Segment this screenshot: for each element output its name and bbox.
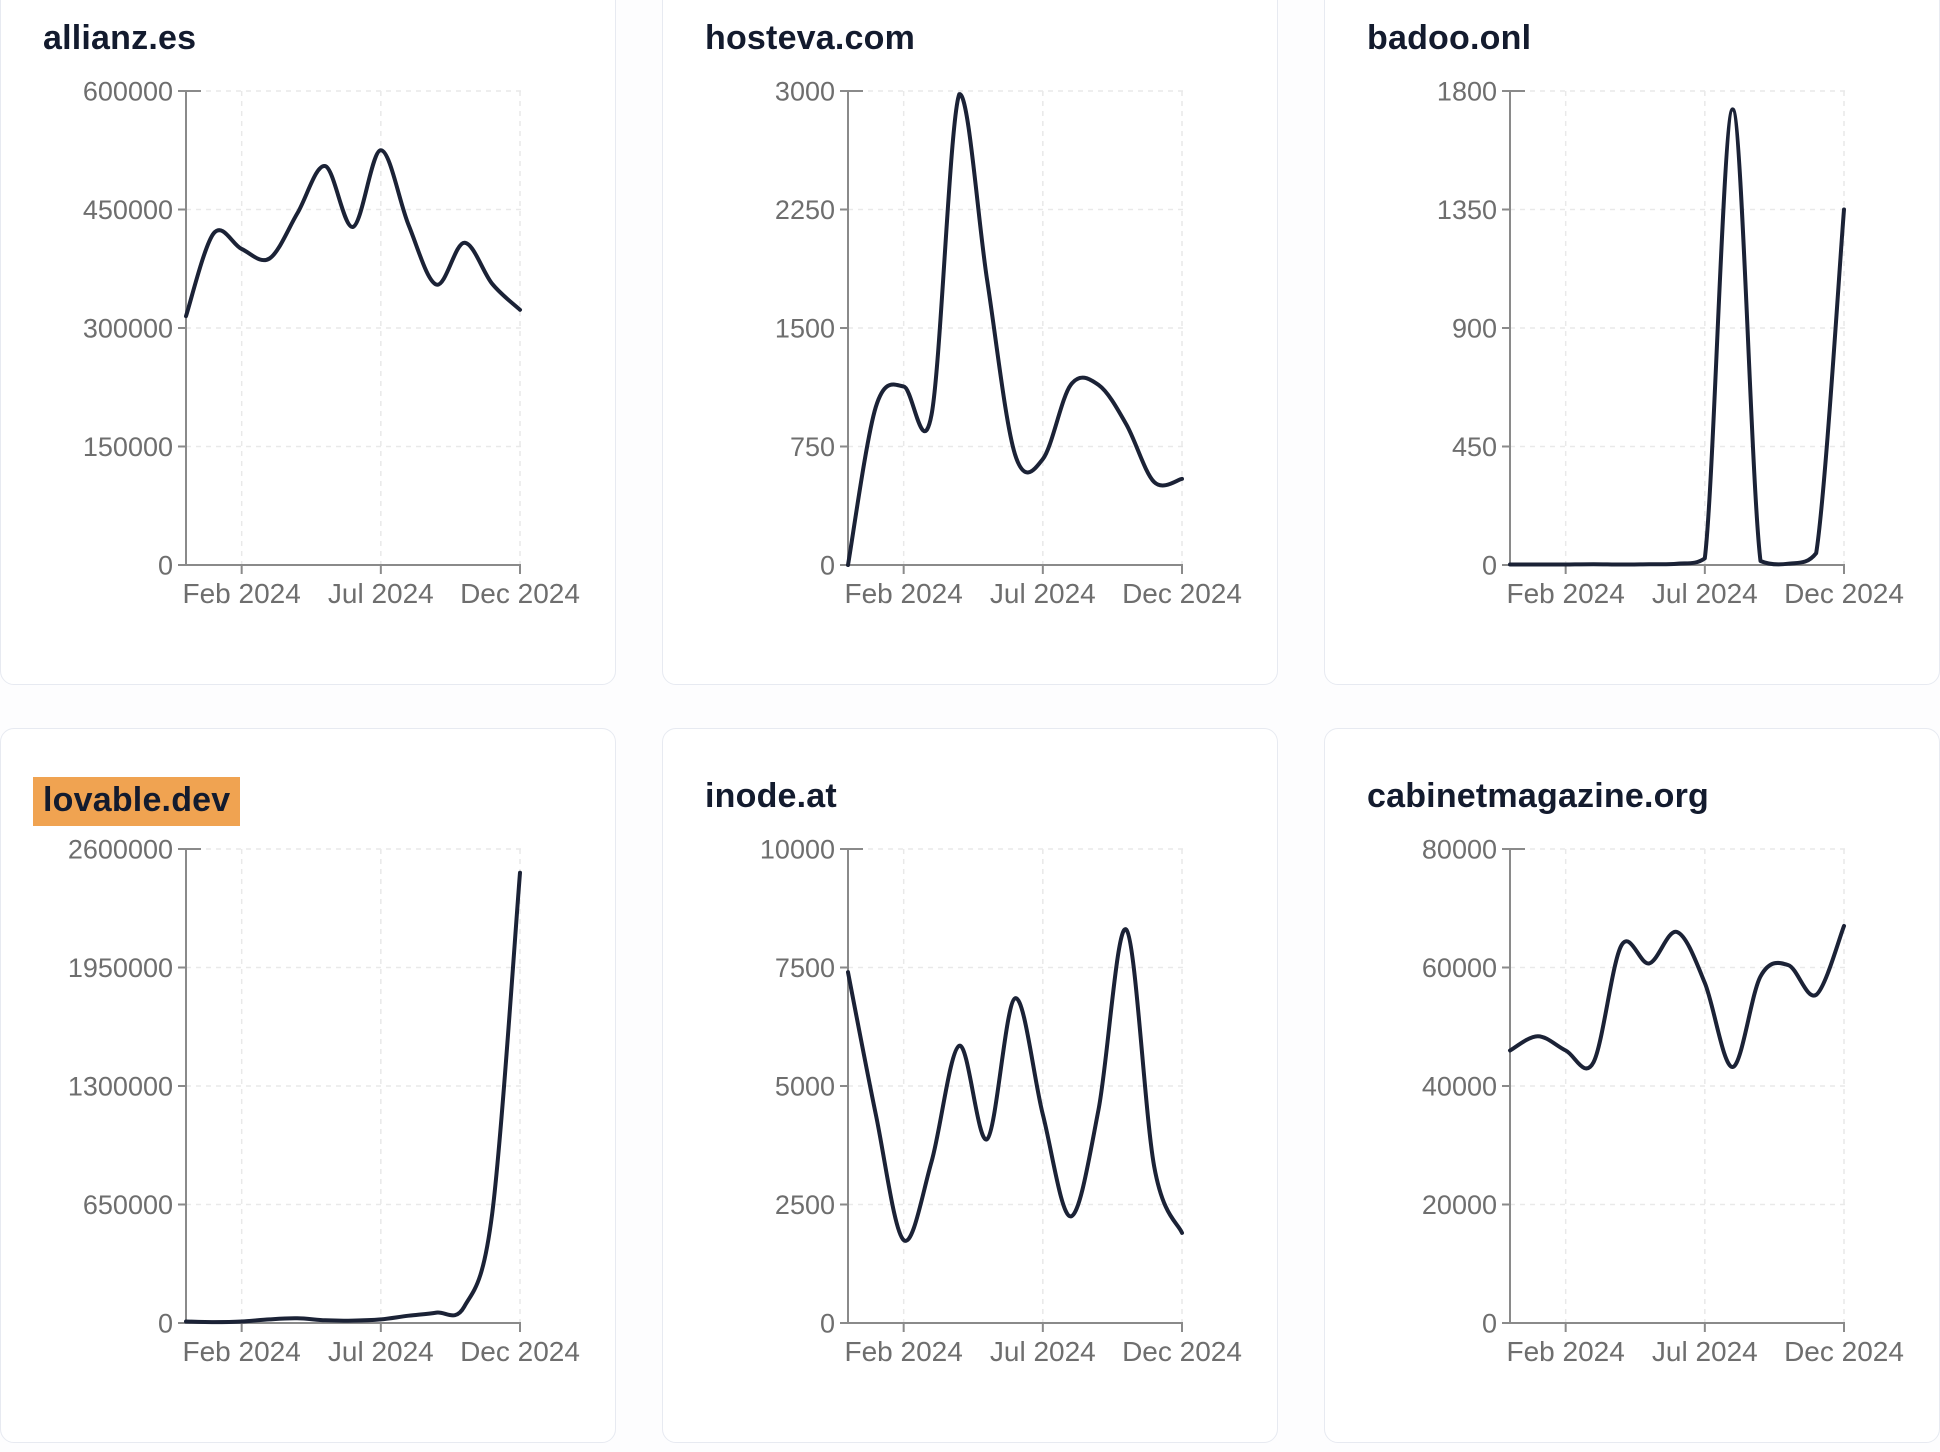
chart-card: inode.at 0 2500 5000 7500 10000 Feb 2024 Jul 2…: [662, 728, 1278, 1443]
x-tick-label: Dec 2024: [1122, 578, 1242, 609]
chart-title-row: hosteva.com: [705, 19, 915, 58]
chart-card: cabinetmagazine.org 0 20000 40000 60000 8000…: [1324, 728, 1940, 1443]
x-tick-label: Feb 2024: [1507, 1336, 1625, 1367]
chart-title-row: inode.at: [705, 777, 837, 816]
y-tick-label: 450: [1452, 432, 1497, 462]
y-tick-label: 10000: [760, 835, 835, 865]
x-tick-label: Feb 2024: [845, 1336, 963, 1367]
y-tick-label: 3000: [775, 77, 835, 107]
chart-title[interactable]: badoo.onl: [1367, 19, 1532, 57]
chart-title[interactable]: inode.at: [705, 777, 837, 815]
series-line: [184, 870, 522, 1325]
chart-title[interactable]: hosteva.com: [705, 19, 916, 57]
x-tick-label: Jul 2024: [1652, 578, 1758, 609]
y-tick-label: 650000: [83, 1190, 173, 1220]
axes: 0 750 1500 2250 3000 Feb 2024 Jul 2024 Dec 2024: [775, 77, 1242, 609]
x-tick-label: Jul 2024: [328, 578, 434, 609]
y-tick-label: 2600000: [68, 835, 173, 865]
chart-title-row: allianz.es: [43, 19, 196, 58]
x-tick-label: Jul 2024: [990, 1336, 1096, 1367]
y-tick-label: 600000: [83, 77, 173, 107]
series-line: [1508, 924, 1846, 1071]
y-tick-label: 0: [158, 1309, 173, 1339]
y-tick-label: 2250: [775, 195, 835, 225]
y-tick-label: 300000: [83, 314, 173, 344]
y-tick-label: 20000: [1422, 1190, 1497, 1220]
axes: 0 650000 1300000 1950000 2600000 Feb 2024 Jul …: [68, 835, 580, 1367]
y-tick-label: 1300000: [68, 1072, 173, 1102]
y-tick-label: 900: [1452, 314, 1497, 344]
y-tick-label: 1350: [1437, 195, 1497, 225]
x-tick-label: Dec 2024: [1122, 1336, 1242, 1367]
x-tick-label: Jul 2024: [990, 578, 1096, 609]
chart-title[interactable]: lovable.dev: [33, 777, 241, 827]
line-chart: 0 650000 1300000 1950000 2600000 Feb 2024 Jul …: [68, 835, 580, 1367]
y-tick-label: 40000: [1422, 1072, 1497, 1102]
x-tick-label: Jul 2024: [1652, 1336, 1758, 1367]
y-tick-label: 0: [158, 551, 173, 581]
axes: 0 20000 40000 60000 80000 Feb 2024 Jul 2024 Dec…: [1422, 835, 1904, 1367]
axes: 0 150000 300000 450000 600000 Feb 2024 Jul 202…: [83, 77, 580, 609]
chart-title-row: lovable.dev: [33, 777, 241, 827]
y-tick-label: 60000: [1422, 953, 1497, 983]
axes: 0 2500 5000 7500 10000 Feb 2024 Jul 2024 Dec 20…: [760, 835, 1242, 1367]
x-tick-label: Feb 2024: [845, 578, 963, 609]
line-chart: 0 750 1500 2250 3000 Feb 2024 Jul 2024 Dec 2024: [775, 77, 1242, 609]
chart-title[interactable]: cabinetmagazine.org: [1367, 777, 1709, 815]
series-line: [184, 148, 522, 319]
x-tick-label: Feb 2024: [1507, 578, 1625, 609]
y-tick-label: 0: [820, 551, 835, 581]
y-tick-label: 750: [790, 432, 835, 462]
y-tick-label: 1950000: [68, 953, 173, 983]
gridlines: [1510, 848, 1845, 1323]
line-chart: 0 2500 5000 7500 10000 Feb 2024 Jul 2024 Dec 20…: [760, 835, 1242, 1367]
y-tick-label: 450000: [83, 195, 173, 225]
x-tick-label: Dec 2024: [1784, 578, 1904, 609]
y-tick-label: 5000: [775, 1072, 835, 1102]
gridlines: [848, 848, 1183, 1323]
y-tick-label: 0: [1482, 1309, 1497, 1339]
y-tick-label: 0: [820, 1309, 835, 1339]
y-tick-label: 2500: [775, 1190, 835, 1220]
line-chart: 0 20000 40000 60000 80000 Feb 2024 Jul 2024 Dec…: [1422, 835, 1904, 1367]
x-tick-label: Feb 2024: [183, 578, 301, 609]
chart-title[interactable]: allianz.es: [43, 19, 197, 57]
gridlines: [186, 90, 521, 565]
gridlines: [186, 848, 521, 1323]
chart-card: lovable.dev 0 650000 1300000 1950000 2600000…: [0, 728, 616, 1443]
series-line: [846, 92, 1184, 567]
series-line: [846, 927, 1184, 1243]
y-tick-label: 0: [1482, 551, 1497, 581]
x-tick-label: Dec 2024: [1784, 1336, 1904, 1367]
series-line: [1508, 107, 1846, 567]
y-tick-label: 80000: [1422, 835, 1497, 865]
axes: 0 450 900 1350 1800 Feb 2024 Jul 2024 Dec 2024: [1437, 77, 1904, 609]
y-tick-label: 1800: [1437, 77, 1497, 107]
y-tick-label: 150000: [83, 432, 173, 462]
chart-card: allianz.es 0 150000 300000 450000 600000 Feb …: [0, 0, 616, 685]
x-tick-label: Dec 2024: [460, 578, 580, 609]
chart-title-row: badoo.onl: [1367, 19, 1531, 58]
line-chart: 0 150000 300000 450000 600000 Feb 2024 Jul 202…: [83, 77, 580, 609]
x-tick-label: Dec 2024: [460, 1336, 580, 1367]
line-chart: 0 450 900 1350 1800 Feb 2024 Jul 2024 Dec 2024: [1437, 77, 1904, 609]
x-tick-label: Jul 2024: [328, 1336, 434, 1367]
chart-title-row: cabinetmagazine.org: [1367, 777, 1709, 816]
gridlines: [848, 90, 1183, 565]
gridlines: [1510, 90, 1845, 565]
y-tick-label: 7500: [775, 953, 835, 983]
chart-card: badoo.onl 0 450 900 1350 1800 Feb 2024 Jul 202…: [1324, 0, 1940, 685]
chart-card: hosteva.com 0 750 1500 2250 3000 Feb 2024 Jul …: [662, 0, 1278, 685]
y-tick-label: 1500: [775, 314, 835, 344]
x-tick-label: Feb 2024: [183, 1336, 301, 1367]
